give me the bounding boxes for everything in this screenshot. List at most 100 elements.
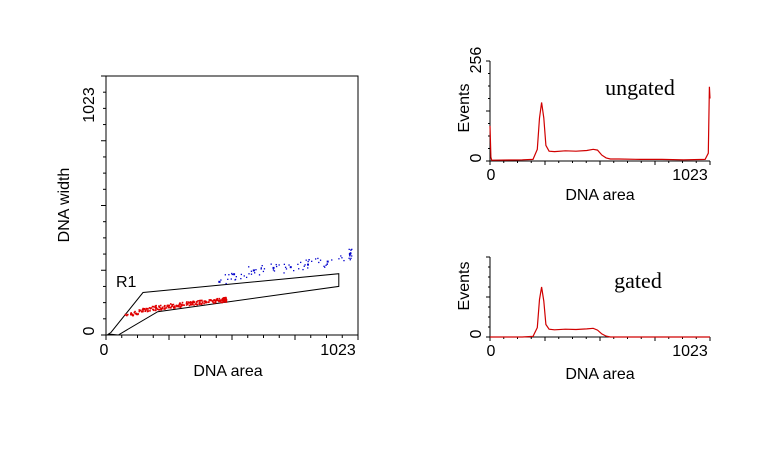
scatter-point [248, 266, 250, 268]
scatter-point [213, 299, 215, 302]
scatter-point [155, 304, 157, 307]
scatter-point [196, 301, 198, 303]
scatter-point [126, 313, 129, 316]
scatter-point [192, 300, 195, 303]
scatter-point [126, 314, 128, 317]
scatter-point [350, 257, 352, 260]
scatter-point [133, 311, 136, 314]
scatter-point [323, 265, 325, 267]
scatter-point [169, 303, 172, 305]
scatter-point [240, 277, 242, 280]
scatter-point [149, 310, 151, 312]
gated-xtick-0: 0 [487, 343, 496, 360]
scatter-point [300, 261, 302, 264]
scatter-point [161, 306, 164, 309]
scatter-point [188, 304, 191, 307]
scatter-point [164, 305, 166, 307]
scatter-point [305, 259, 307, 261]
ungated-xtick-1023: 1023 [672, 167, 708, 184]
scatter-point [141, 308, 144, 311]
scatter-point [180, 304, 183, 307]
scatter-point [307, 267, 309, 269]
scatter-point [307, 260, 309, 263]
scatter-point [144, 309, 147, 312]
scatter-point [262, 270, 265, 273]
scatter-point [170, 307, 172, 309]
scatter-point [189, 301, 192, 304]
scatter-point [181, 301, 184, 304]
ungated-ytick-256: 256 [468, 47, 485, 74]
scatter-point [326, 263, 328, 265]
scatter-point [289, 266, 292, 269]
scatter-point [214, 301, 217, 304]
scatter-point [227, 278, 229, 280]
scatter-point [304, 264, 306, 266]
scatter-point [185, 302, 188, 305]
scatter-point [255, 269, 257, 271]
scatter-point [154, 309, 157, 312]
scatter-point [145, 307, 148, 310]
scatter-point [220, 301, 222, 304]
scatter-point [221, 299, 223, 302]
scatter-point [285, 268, 288, 270]
scatter-point [275, 265, 278, 268]
scatter-point [216, 297, 219, 300]
scatter-point [348, 257, 350, 259]
scatter-point [234, 278, 237, 281]
scatter-point [160, 307, 163, 310]
scatter-point [288, 264, 290, 266]
scatter-point [343, 259, 345, 262]
scatter-point [230, 278, 232, 280]
scatter-point [223, 299, 226, 302]
scatter-point [212, 301, 214, 303]
scatter-point [138, 310, 141, 313]
scatter-point [209, 299, 211, 301]
scatter-point [222, 301, 225, 303]
scatter-point [158, 309, 160, 311]
scatter-point [240, 273, 243, 276]
scatter-point [174, 306, 176, 309]
scatter-point [283, 272, 285, 274]
scatter-point [317, 257, 319, 260]
scatter-point [132, 314, 134, 317]
scatter-point [170, 305, 173, 308]
scatter-point [144, 310, 147, 313]
scatter-point [124, 313, 127, 316]
scatter-point [166, 304, 169, 307]
scatter-point [308, 259, 310, 261]
scatter-point [293, 269, 295, 272]
scatter-point [203, 302, 205, 305]
scatter-point [154, 307, 157, 309]
scatter-point [157, 308, 159, 311]
scatter-point [284, 266, 287, 268]
scatter-point [225, 282, 227, 285]
scatter-point [253, 269, 256, 271]
gated-axis-ticks [486, 256, 711, 341]
scatter-point [319, 259, 322, 261]
scatter-point [193, 304, 195, 306]
scatter-point [220, 279, 222, 281]
scatter-point [278, 264, 280, 266]
scatter-point [180, 305, 182, 308]
scatter-point [273, 270, 276, 272]
scatter-point [208, 299, 211, 301]
ungated-xlabel: DNA area [565, 187, 634, 204]
scatter-xtick-1023: 1023 [320, 342, 356, 359]
scatter-point [350, 249, 352, 251]
scatter-point [146, 310, 149, 313]
scatter-point [348, 252, 351, 255]
scatter-point [159, 304, 162, 307]
scatter-point [349, 259, 351, 261]
scatter-point [298, 268, 300, 270]
scatter-point [142, 307, 144, 310]
scatter-point [245, 276, 248, 279]
scatter-point [210, 299, 213, 301]
scatter-point [225, 301, 228, 303]
scatter-point [136, 313, 138, 316]
scatter-xtick-0: 0 [100, 342, 109, 359]
scatter-point [176, 304, 178, 307]
scatter-plot-frame [105, 75, 359, 336]
scatter-point [207, 301, 209, 304]
scatter-point [351, 255, 353, 257]
scatter-point [191, 301, 194, 304]
